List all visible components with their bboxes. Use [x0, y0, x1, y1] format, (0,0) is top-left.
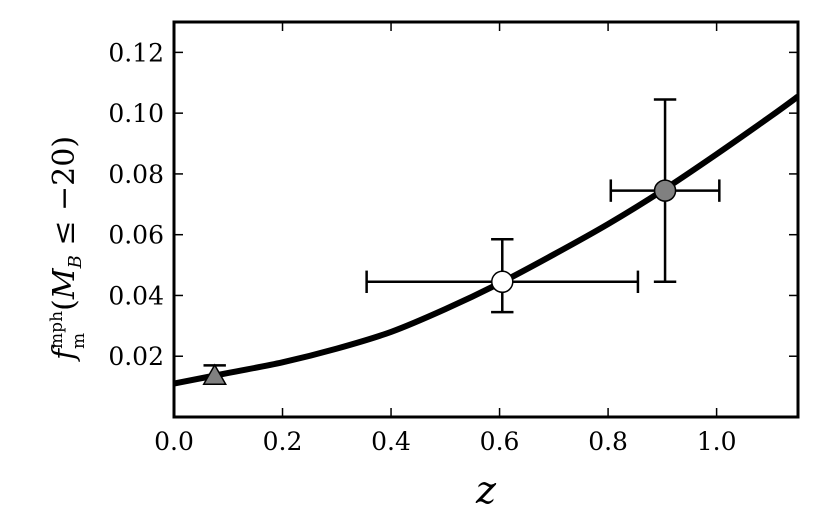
y-tick-label: 0.06	[108, 221, 164, 250]
y-label-rest: ≤ −20)	[47, 136, 82, 255]
fit-curve-layer	[174, 94, 798, 387]
x-tick-label: 0.4	[371, 427, 411, 456]
y-tick-label: 0.12	[108, 38, 164, 67]
circle-marker	[653, 179, 677, 202]
y-label-sup: mph	[47, 311, 67, 349]
x-tick-label: 0.0	[154, 427, 194, 456]
plot-frame	[172, 20, 800, 419]
x-axis-title: z	[475, 468, 497, 512]
x-tick-label: 0.8	[588, 427, 628, 456]
x-tick-label: 0.2	[263, 427, 303, 456]
marker-layer	[202, 179, 677, 385]
y-label-paren: (	[47, 299, 82, 311]
y-label-m-sub: B	[65, 255, 86, 269]
tick-layer: 0.0 0.2 0.4 0.6 0.8 1.0 0.02 0.04 0.06 0.08 0.10 0.…	[108, 22, 798, 456]
y-label-sub: m	[69, 333, 89, 349]
y-tick-label: 0.04	[108, 281, 164, 310]
errorbar-layer	[203, 98, 721, 376]
triangle-marker	[202, 363, 227, 385]
y-tick-label: 0.10	[108, 99, 164, 128]
y-label-m: M	[47, 267, 82, 300]
x-tick-label: 0.6	[480, 427, 520, 456]
y-tick-label: 0.02	[108, 342, 164, 371]
y-tick-label: 0.08	[108, 160, 164, 189]
x-tick-label: 1.0	[697, 427, 737, 456]
y-axis-title: fmph m(MB ≤ −20)	[47, 136, 89, 362]
circle-marker	[491, 270, 514, 294]
fit-curve	[174, 94, 798, 387]
